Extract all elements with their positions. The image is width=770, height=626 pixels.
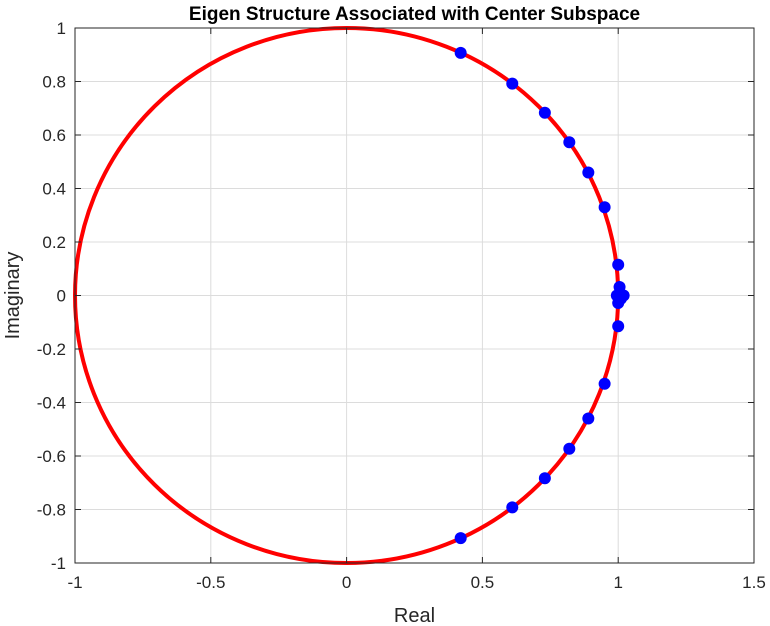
x-axis-label: Real bbox=[394, 605, 435, 626]
eigenvalue-point bbox=[454, 532, 467, 545]
eigenvalue-point bbox=[538, 106, 551, 119]
eigenvalue-point bbox=[612, 258, 625, 271]
x-tick-label: -1 bbox=[67, 573, 82, 592]
eigenvalue-point bbox=[582, 412, 595, 425]
eigenvalue-point bbox=[454, 46, 467, 59]
eigenvalue-point bbox=[506, 501, 519, 514]
y-axis-label: Imaginary bbox=[2, 252, 24, 340]
x-tick-label: -0.5 bbox=[196, 573, 225, 592]
eigenvalue-point bbox=[563, 442, 576, 455]
eigenvalue-point bbox=[598, 201, 611, 214]
y-tick-label: -0.2 bbox=[37, 340, 66, 359]
ytick-layer: -1 -0.8 -0.6 -0.4 -0.2 0 0.2 0.4 0.6 0.8 1 bbox=[37, 19, 754, 573]
eigenvalue-point bbox=[506, 77, 519, 90]
x-tick-label: 0.5 bbox=[471, 573, 495, 592]
eigenvalue-point bbox=[582, 166, 595, 179]
eigenvalue-point bbox=[563, 136, 576, 149]
y-tick-label: 0.8 bbox=[42, 73, 66, 92]
y-tick-label: -0.6 bbox=[37, 447, 66, 466]
chart-title: Eigen Structure Associated with Center S… bbox=[189, 4, 640, 25]
grid-y bbox=[75, 27, 754, 564]
eigenvalue-point bbox=[612, 296, 625, 309]
xtick-layer: -1 -0.5 0 0.5 1 1.5 bbox=[67, 28, 766, 592]
x-tick-label: 0 bbox=[342, 573, 351, 592]
y-tick-label: -0.4 bbox=[37, 394, 66, 413]
y-tick-label: 0.2 bbox=[42, 233, 66, 252]
y-tick-label: 0.6 bbox=[42, 126, 66, 145]
eigenvalue-point bbox=[612, 320, 625, 333]
y-tick-label: -1 bbox=[51, 554, 66, 573]
points-layer bbox=[454, 46, 630, 545]
x-tick-label: 1 bbox=[613, 573, 622, 592]
y-tick-label: -0.8 bbox=[37, 501, 66, 520]
y-tick-label: 0 bbox=[57, 287, 66, 306]
y-tick-label: 1 bbox=[57, 19, 66, 38]
eigenvalue-point bbox=[598, 377, 611, 390]
y-tick-label: 0.4 bbox=[42, 180, 66, 199]
x-tick-label: 1.5 bbox=[742, 573, 766, 592]
eigenvalue-point bbox=[538, 472, 551, 485]
